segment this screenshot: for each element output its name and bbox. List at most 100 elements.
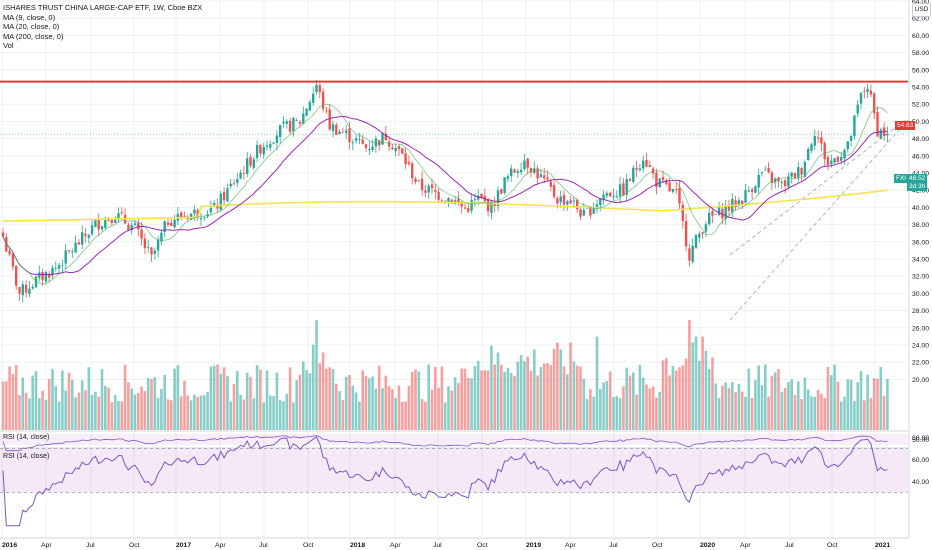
- currency-badge[interactable]: USD: [912, 3, 931, 17]
- candle-body: [87, 235, 90, 238]
- candle-body: [493, 203, 496, 206]
- volume-bar: [707, 368, 711, 430]
- candle-body: [539, 174, 543, 178]
- candle-body: [717, 207, 721, 216]
- volume-bar: [704, 350, 708, 430]
- volume-bar: [575, 365, 579, 430]
- candle-body: [457, 198, 460, 203]
- volume-bar: [816, 389, 820, 430]
- candle-body: [559, 196, 562, 203]
- volume-bar: [344, 376, 348, 430]
- volume-bar: [585, 399, 589, 430]
- volume-bar: [262, 402, 265, 430]
- legend-vol[interactable]: Vol: [3, 41, 14, 51]
- candle-body: [846, 141, 849, 150]
- volume-bar: [727, 388, 731, 430]
- volume-bar: [589, 389, 592, 430]
- volume-bar: [843, 396, 846, 430]
- candle-body: [249, 156, 252, 166]
- volume-bar: [836, 381, 840, 430]
- ma20-line: [2, 115, 888, 276]
- rsi-axis-label: 40.00: [912, 479, 929, 486]
- volume-bar: [391, 389, 394, 430]
- volume-bar: [150, 379, 153, 430]
- volume-bar: [744, 396, 747, 430]
- time-axis-label: 2017: [176, 542, 191, 549]
- candle-body: [61, 265, 64, 267]
- legend-ma200[interactable]: MA (200, close, 0): [3, 31, 64, 41]
- volume-bar: [447, 386, 450, 430]
- volume-bar: [516, 361, 520, 430]
- candle-body: [183, 216, 186, 217]
- candle-body: [354, 138, 358, 141]
- volume-bar: [430, 389, 434, 430]
- volume-bar: [602, 382, 605, 430]
- volume-bar: [480, 370, 483, 430]
- volume-bar: [232, 383, 236, 430]
- volume-bar: [18, 395, 21, 430]
- candle-body: [430, 184, 434, 189]
- volume-bar: [556, 342, 559, 430]
- candle-body: [833, 158, 836, 163]
- volume-bar: [282, 401, 285, 430]
- volume-bar: [206, 391, 209, 430]
- volume-bar: [486, 370, 490, 430]
- volume-bar: [797, 381, 800, 430]
- candle-body: [741, 200, 744, 205]
- volume-bar: [414, 369, 417, 430]
- candle-body: [450, 199, 453, 204]
- candle-body: [688, 248, 691, 261]
- volume-bar: [404, 401, 407, 430]
- candle-body: [642, 160, 645, 169]
- volume-bar: [552, 348, 556, 430]
- candle-body: [77, 242, 81, 245]
- volume-bar: [806, 389, 810, 430]
- candle-body: [437, 191, 440, 200]
- candle-body: [622, 183, 625, 196]
- candle-body: [638, 168, 642, 170]
- time-axis-label: Oct: [652, 542, 663, 549]
- candle-body: [708, 212, 711, 225]
- volume-bar: [760, 385, 764, 430]
- volume-bar: [823, 397, 826, 430]
- volume-bar: [830, 375, 833, 430]
- volume-bar: [186, 395, 190, 430]
- candle-body: [397, 146, 401, 150]
- volume-bar: [305, 370, 308, 430]
- price-axis-label: 20.00: [912, 377, 929, 384]
- legend-ma9[interactable]: MA (9, close, 0): [3, 12, 56, 22]
- candle-body: [803, 162, 807, 177]
- volume-bar: [536, 375, 539, 430]
- candle-body: [206, 214, 209, 217]
- candle-body: [506, 176, 510, 179]
- candle-body: [628, 179, 632, 181]
- volume-bar: [183, 380, 186, 430]
- volume-bar: [146, 377, 150, 430]
- candle-body: [876, 111, 879, 137]
- candle-body: [48, 273, 51, 278]
- volume-bar: [793, 395, 797, 430]
- candle-body: [67, 250, 71, 252]
- candle-body: [704, 224, 708, 232]
- candle-body: [655, 172, 658, 187]
- candle-body: [24, 284, 28, 293]
- time-axis-label: Apr: [565, 542, 576, 549]
- trend-channel-upper: [729, 119, 906, 256]
- legend-ma20[interactable]: MA (20, close, 0): [3, 22, 60, 32]
- candle-body: [460, 201, 463, 207]
- rsi-label[interactable]: RSI (14, close): [3, 453, 50, 460]
- candle-body: [774, 178, 777, 183]
- candle-body: [196, 210, 199, 218]
- volume-bar: [265, 370, 269, 430]
- candle-body: [41, 272, 44, 280]
- candle-body: [81, 232, 84, 245]
- volume-bar: [341, 400, 345, 430]
- candle-body: [288, 120, 292, 132]
- candle-body: [269, 144, 272, 148]
- rsi-small-label[interactable]: RSI (14, close): [3, 434, 50, 441]
- candle-body: [480, 193, 483, 199]
- candle-body: [292, 118, 295, 132]
- symbol-title[interactable]: ISHARES TRUST CHINA LARGE-CAP ETF, 1W, C…: [3, 3, 203, 12]
- candle-body: [549, 181, 552, 187]
